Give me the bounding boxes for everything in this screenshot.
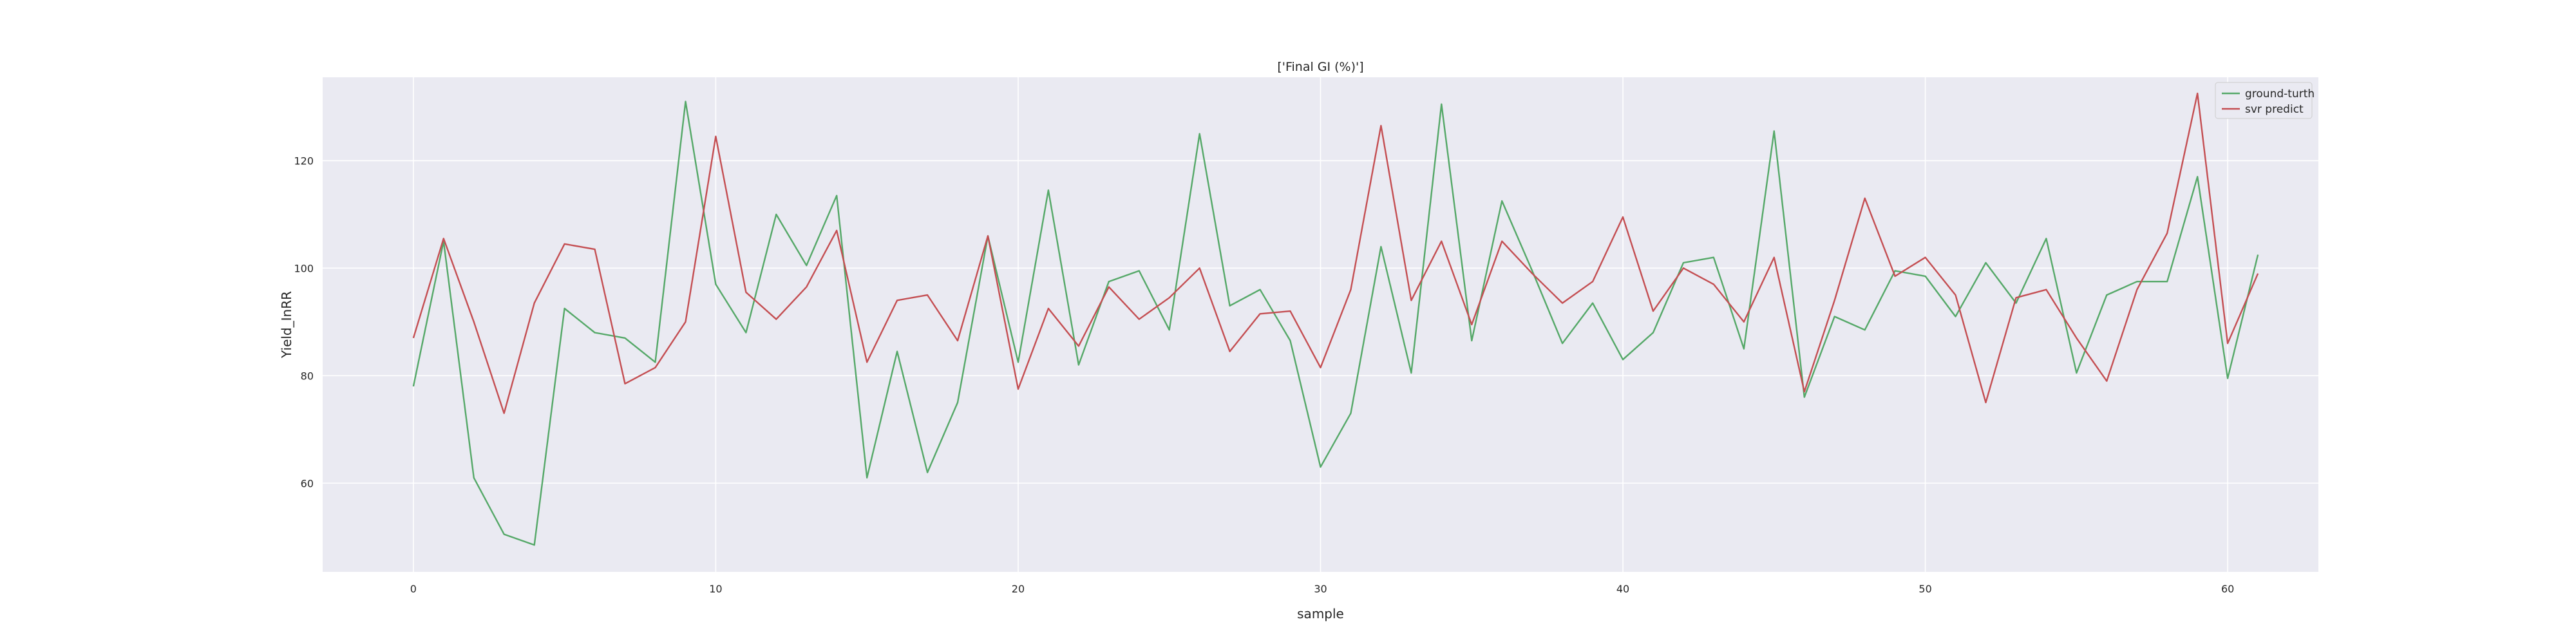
x-tick-label: 10 xyxy=(709,583,722,595)
x-tick-label: 0 xyxy=(410,583,417,595)
series-lines xyxy=(412,92,2259,546)
y-axis-ticks: 60 80 100 120 xyxy=(294,155,314,489)
y-tick-label: 60 xyxy=(301,477,314,489)
legend-label: svr predict xyxy=(2245,103,2304,116)
chart-title: ['Final GI (%)'] xyxy=(1277,60,1363,74)
grid xyxy=(323,77,2318,572)
x-axis-ticks: 0 10 20 30 40 50 60 xyxy=(410,583,2235,595)
y-axis-label: Yield_InRR xyxy=(279,291,294,359)
legend-label: ground-turth xyxy=(2245,88,2315,100)
y-tick-label: 120 xyxy=(294,155,314,167)
x-tick-label: 60 xyxy=(2221,583,2234,595)
x-tick-label: 50 xyxy=(1918,583,1931,595)
x-tick-label: 20 xyxy=(1012,583,1025,595)
y-tick-label: 100 xyxy=(294,262,314,274)
x-axis-label: sample xyxy=(1297,606,1344,621)
x-tick-label: 40 xyxy=(1616,583,1629,595)
x-tick-label: 30 xyxy=(1314,583,1327,595)
y-tick-label: 80 xyxy=(301,370,314,382)
series-line-svr-predict xyxy=(412,92,2259,414)
legend: ground-turth svr predict xyxy=(2215,82,2315,119)
series-line-ground-turth xyxy=(412,100,2259,546)
